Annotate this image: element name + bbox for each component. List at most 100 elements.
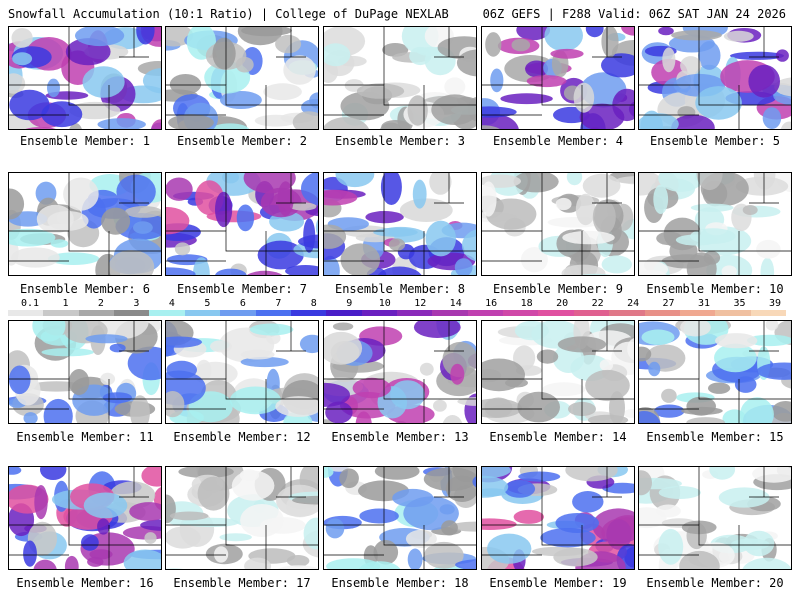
colorbar-tick-label: 24 xyxy=(627,298,640,309)
colorbar-tick-label: 3 xyxy=(133,298,140,309)
colorbar-tick-label: 18 xyxy=(520,298,533,309)
ensemble-panel xyxy=(323,466,477,570)
ensemble-member-label: Ensemble Member: 10 xyxy=(646,282,784,296)
colorbar-swatch xyxy=(503,310,539,316)
ensemble-member-label: Ensemble Member: 8 xyxy=(334,282,466,296)
colorbar-tick-label: 12 xyxy=(414,298,427,309)
ensemble-member-label: Ensemble Member: 6 xyxy=(19,282,151,296)
colorbar-tick-label: 1 xyxy=(62,298,69,309)
snowfall-map xyxy=(482,321,634,423)
ensemble-panel xyxy=(638,466,792,570)
ensemble-member-label: Ensemble Member: 20 xyxy=(646,576,784,590)
colorbar-swatch xyxy=(715,310,752,316)
snowfall-map xyxy=(482,467,634,569)
colorbar-swatch xyxy=(220,310,257,316)
snowfall-map xyxy=(324,27,476,129)
snowfall-map xyxy=(166,173,318,275)
ensemble-panel xyxy=(165,320,319,424)
snowfall-map xyxy=(9,173,161,275)
snowfall-map xyxy=(9,467,161,569)
ensemble-member-label: Ensemble Member: 19 xyxy=(489,576,627,590)
ensemble-panel xyxy=(638,320,792,424)
snowfall-map xyxy=(482,27,634,129)
ensemble-panel xyxy=(638,26,792,130)
colorbar-swatch xyxy=(750,310,787,316)
ensemble-panel xyxy=(481,320,635,424)
ensemble-member-label: Ensemble Member: 3 xyxy=(334,134,466,148)
ensemble-panel xyxy=(8,466,162,570)
ensemble-panel xyxy=(165,26,319,130)
ensemble-panel xyxy=(8,320,162,424)
chart-title: Snowfall Accumulation (10:1 Ratio) | Col… xyxy=(8,7,449,21)
ensemble-member-label: Ensemble Member: 17 xyxy=(173,576,311,590)
ensemble-member-label: Ensemble Member: 13 xyxy=(331,430,469,444)
ensemble-panel xyxy=(165,466,319,570)
snowfall-map xyxy=(324,173,476,275)
colorbar-tick-label: 7 xyxy=(275,298,282,309)
colorbar-tick-label: 9 xyxy=(346,298,353,309)
colorbar-swatch xyxy=(326,310,363,316)
snowfall-map xyxy=(482,173,634,275)
ensemble-panel xyxy=(165,172,319,276)
colorbar-tick-label: 2 xyxy=(97,298,104,309)
colorbar-tick-label: 0.1 xyxy=(20,298,40,309)
colorbar-swatch xyxy=(573,310,610,316)
colorbar-swatch xyxy=(114,310,150,316)
ensemble-member-label: Ensemble Member: 16 xyxy=(16,576,154,590)
colorbar-tick-label: 6 xyxy=(239,298,246,309)
colorbar-tick-label: 20 xyxy=(556,298,569,309)
colorbar-swatch xyxy=(361,310,398,316)
ensemble-panel xyxy=(481,172,635,276)
ensemble-panel xyxy=(323,26,477,130)
colorbar-swatch xyxy=(184,310,221,316)
ensemble-member-label: Ensemble Member: 5 xyxy=(649,134,781,148)
colorbar-swatch xyxy=(397,310,433,316)
colorbar-swatch xyxy=(679,310,716,316)
snowfall-map xyxy=(9,321,161,423)
ensemble-panel xyxy=(8,26,162,130)
colorbar-tick-label: 22 xyxy=(591,298,604,309)
ensemble-panel xyxy=(481,26,635,130)
snowfall-map xyxy=(639,173,791,275)
snowfall-map xyxy=(639,321,791,423)
colorbar-tick-label: 5 xyxy=(204,298,211,309)
ensemble-panel xyxy=(481,466,635,570)
ensemble-member-label: Ensemble Member: 14 xyxy=(489,430,627,444)
snowfall-map xyxy=(166,467,318,569)
colorbar-swatch xyxy=(609,310,646,316)
ensemble-panel xyxy=(638,172,792,276)
colorbar-swatch xyxy=(8,310,44,316)
colorbar-tick-label: 35 xyxy=(733,298,746,309)
colorbar-tick-label: 4 xyxy=(168,298,175,309)
snowfall-map xyxy=(324,321,476,423)
snowfall-map xyxy=(166,27,318,129)
colorbar-tick-label: 39 xyxy=(768,298,782,309)
colorbar-tick-label: 16 xyxy=(485,298,498,309)
colorbar-swatch xyxy=(290,310,327,316)
colorbar-tick-label: 10 xyxy=(378,298,391,309)
colorbar-tick-label: 14 xyxy=(449,298,462,309)
colorbar-swatch xyxy=(432,310,469,316)
colorbar-swatch xyxy=(149,310,186,316)
snowfall-map xyxy=(639,27,791,129)
ensemble-member-label: Ensemble Member: 4 xyxy=(492,134,624,148)
ensemble-panel xyxy=(323,172,477,276)
ensemble-panel xyxy=(8,172,162,276)
colorbar-tick-label: 27 xyxy=(662,298,675,309)
ensemble-member-label: Ensemble Member: 11 xyxy=(16,430,154,444)
ensemble-member-label: Ensemble Member: 18 xyxy=(331,576,469,590)
colorbar-swatch xyxy=(644,310,681,316)
colorbar-swatch xyxy=(467,310,504,316)
colorbar-tick-label: 8 xyxy=(310,298,317,309)
colorbar-tick-label: 31 xyxy=(698,298,711,309)
colorbar-swatch xyxy=(43,310,80,316)
snowfall-map xyxy=(166,321,318,423)
ensemble-member-label: Ensemble Member: 7 xyxy=(176,282,308,296)
colorbar-swatch xyxy=(78,310,115,316)
model-run-info: 06Z GEFS | F288 Valid: 06Z SAT JAN 24 20… xyxy=(482,7,786,21)
ensemble-member-label: Ensemble Member: 2 xyxy=(176,134,308,148)
snowfall-map xyxy=(324,467,476,569)
colorbar-swatch xyxy=(538,310,575,316)
ensemble-panel xyxy=(323,320,477,424)
ensemble-member-label: Ensemble Member: 15 xyxy=(646,430,784,444)
